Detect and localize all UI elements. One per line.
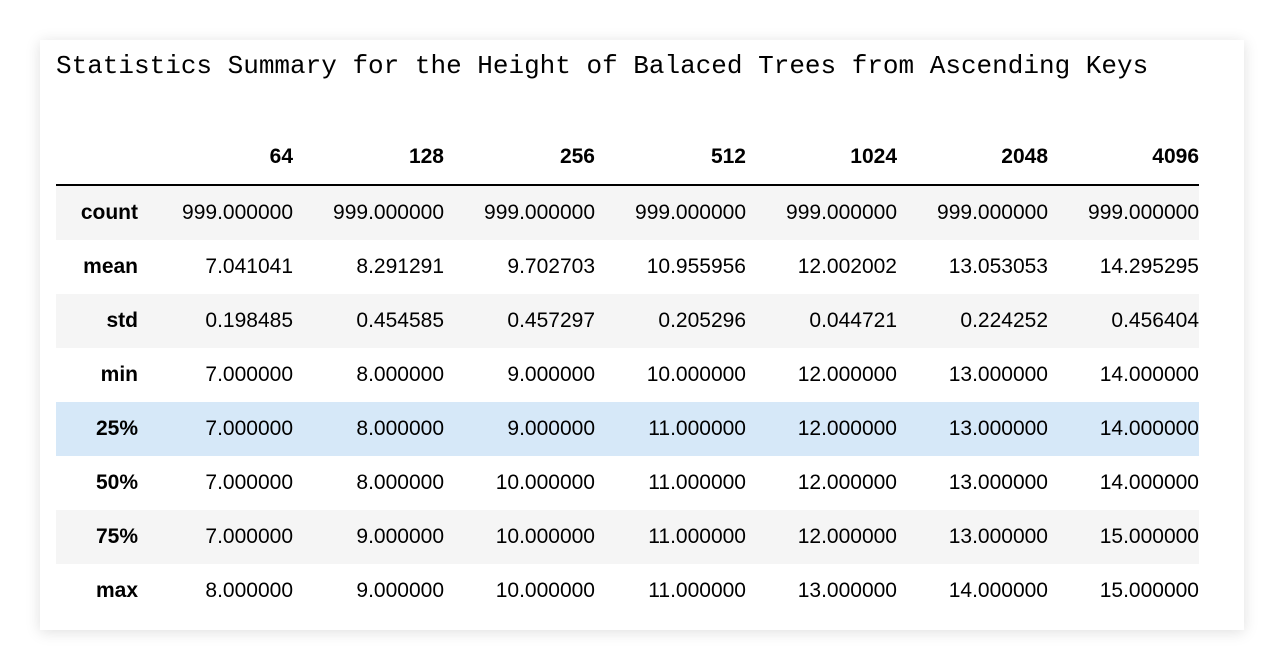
table-cell: 10.000000	[646, 363, 746, 386]
table-cell: 12.000000	[797, 417, 897, 440]
table-cell: 8.000000	[356, 417, 444, 440]
table-cell: 9.000000	[507, 417, 595, 440]
table-cell: 13.000000	[948, 471, 1048, 494]
table-cell: 15.000000	[1099, 525, 1199, 548]
table-row: min 7.000000 8.000000 9.000000 10.000000…	[56, 348, 1199, 402]
row-label: std	[106, 309, 139, 332]
table-cell: 12.000000	[797, 471, 897, 494]
table-cell: 999.000000	[333, 201, 444, 224]
table-cell: 999.000000	[182, 201, 293, 224]
table-cell: 11.000000	[648, 471, 746, 494]
row-label: 50%	[95, 471, 138, 494]
table-cell: 12.002002	[797, 255, 897, 278]
table-cell: 11.000000	[648, 525, 746, 548]
table-header-row: 64 128 256 512 1024 2048 4096	[56, 130, 1199, 186]
column-header: 4096	[1048, 130, 1199, 186]
table-cell: 7.041041	[205, 255, 293, 278]
column-header: 128	[293, 130, 444, 186]
table-cell: 0.198485	[205, 309, 293, 332]
table-cell: 14.295295	[1099, 255, 1199, 278]
table-row: std 0.198485 0.454585 0.457297 0.205296 …	[56, 294, 1199, 348]
table-cell: 7.000000	[205, 363, 293, 386]
table-cell: 999.000000	[786, 201, 897, 224]
column-header: 256	[444, 130, 595, 186]
table-cell: 7.000000	[205, 417, 293, 440]
table-row: 50% 7.000000 8.000000 10.000000 11.00000…	[56, 456, 1199, 510]
table-cell: 10.000000	[495, 579, 595, 602]
row-label: 25%	[95, 417, 138, 440]
table-cell: 15.000000	[1099, 579, 1199, 602]
table-cell: 9.000000	[356, 579, 444, 602]
row-label: count	[80, 201, 138, 224]
table-cell: 0.454585	[356, 309, 444, 332]
table-cell: 9.000000	[356, 525, 444, 548]
table-cell: 13.000000	[797, 579, 897, 602]
table-cell: 12.000000	[797, 525, 897, 548]
table-cell: 7.000000	[205, 471, 293, 494]
table-cell: 13.000000	[948, 525, 1048, 548]
table-cell: 0.224252	[960, 309, 1048, 332]
column-header: 512	[595, 130, 746, 186]
table-cell: 9.702703	[507, 255, 595, 278]
table-cell: 10.000000	[495, 471, 595, 494]
table-row: 75% 7.000000 9.000000 10.000000 11.00000…	[56, 510, 1199, 564]
table-cell: 999.000000	[1088, 201, 1199, 224]
table-cell: 13.053053	[948, 255, 1048, 278]
table-caption: Statistics Summary for the Height of Bal…	[56, 51, 1149, 81]
table-cell: 0.456404	[1111, 309, 1199, 332]
column-header: 64	[142, 130, 293, 186]
table-cell: 8.291291	[356, 255, 444, 278]
table-cell: 8.000000	[356, 363, 444, 386]
table-cell: 13.000000	[948, 417, 1048, 440]
table-cell: 11.000000	[648, 579, 746, 602]
table-cell: 8.000000	[205, 579, 293, 602]
table-cell: 0.457297	[507, 309, 595, 332]
row-label: min	[100, 363, 138, 386]
table-cell: 999.000000	[937, 201, 1048, 224]
table-cell: 11.000000	[648, 417, 746, 440]
column-header: 1024	[746, 130, 897, 186]
table-cell: 0.044721	[809, 309, 897, 332]
table-cell: 14.000000	[1099, 363, 1199, 386]
table-row-highlighted: 25% 7.000000 8.000000 9.000000 11.000000…	[56, 402, 1199, 456]
table-cell: 8.000000	[356, 471, 444, 494]
stats-table-card: Statistics Summary for the Height of Bal…	[40, 40, 1244, 630]
table-cell: 10.955956	[646, 255, 746, 278]
statistics-summary-table: 64 128 256 512 1024 2048 4096 count 999.…	[56, 130, 1199, 618]
table-cell: 9.000000	[507, 363, 595, 386]
row-label: mean	[83, 255, 138, 278]
table-cell: 999.000000	[484, 201, 595, 224]
table-cell: 14.000000	[1099, 417, 1199, 440]
table-cell: 999.000000	[635, 201, 746, 224]
table-row: max 8.000000 9.000000 10.000000 11.00000…	[56, 564, 1199, 618]
table-cell: 13.000000	[948, 363, 1048, 386]
table-row: count 999.000000 999.000000 999.000000 9…	[56, 185, 1199, 240]
table-cell: 12.000000	[797, 363, 897, 386]
row-label: max	[95, 579, 138, 602]
column-header: 2048	[897, 130, 1048, 186]
index-header	[56, 130, 142, 186]
table-cell: 0.205296	[658, 309, 746, 332]
table-cell: 14.000000	[1099, 471, 1199, 494]
table-row: mean 7.041041 8.291291 9.702703 10.95595…	[56, 240, 1199, 294]
table-cell: 10.000000	[495, 525, 595, 548]
table-cell: 7.000000	[205, 525, 293, 548]
table-cell: 14.000000	[948, 579, 1048, 602]
row-label: 75%	[95, 525, 138, 548]
